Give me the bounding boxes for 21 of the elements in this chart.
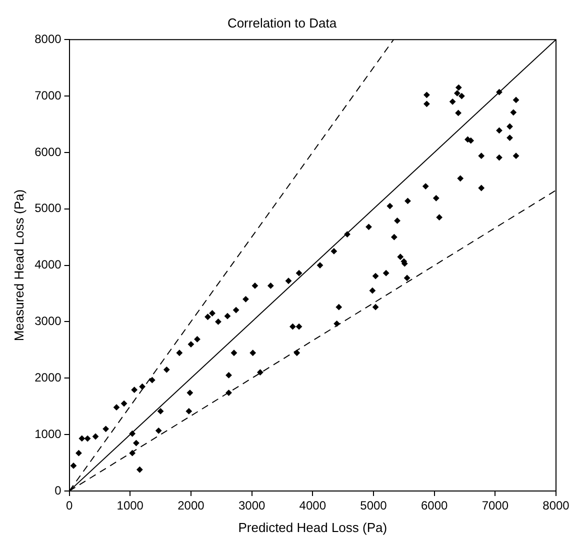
- y-tick-label: 5000: [34, 201, 62, 216]
- y-tick-label: 1000: [34, 426, 62, 441]
- x-tick-label: 2000: [178, 498, 205, 513]
- x-axis-title: Predicted Head Loss (Pa): [238, 520, 388, 535]
- y-tick-label: 6000: [34, 144, 62, 159]
- x-tick-label: 7000: [482, 498, 509, 513]
- y-tick-label: 4000: [34, 258, 62, 272]
- x-tick-label: 1000: [116, 498, 144, 513]
- y-tick-label: 7000: [34, 88, 62, 102]
- y-tick-label: 2000: [34, 370, 62, 384]
- y-tick-label: 8000: [34, 32, 62, 46]
- x-tick-label: 0: [66, 498, 73, 513]
- y-tick-label: 3000: [34, 314, 62, 328]
- x-tick-label: 8000: [542, 498, 570, 513]
- x-tick-label: 6000: [420, 498, 448, 513]
- x-tick-label: 5000: [360, 498, 388, 513]
- x-tick-label: 4000: [299, 498, 326, 513]
- x-tick-label: 3000: [238, 498, 266, 513]
- y-axis-title: Measured Head Loss (Pa): [11, 189, 26, 342]
- y-tick-label: 0: [54, 483, 62, 498]
- chart-title: Correlation to Data: [227, 15, 338, 30]
